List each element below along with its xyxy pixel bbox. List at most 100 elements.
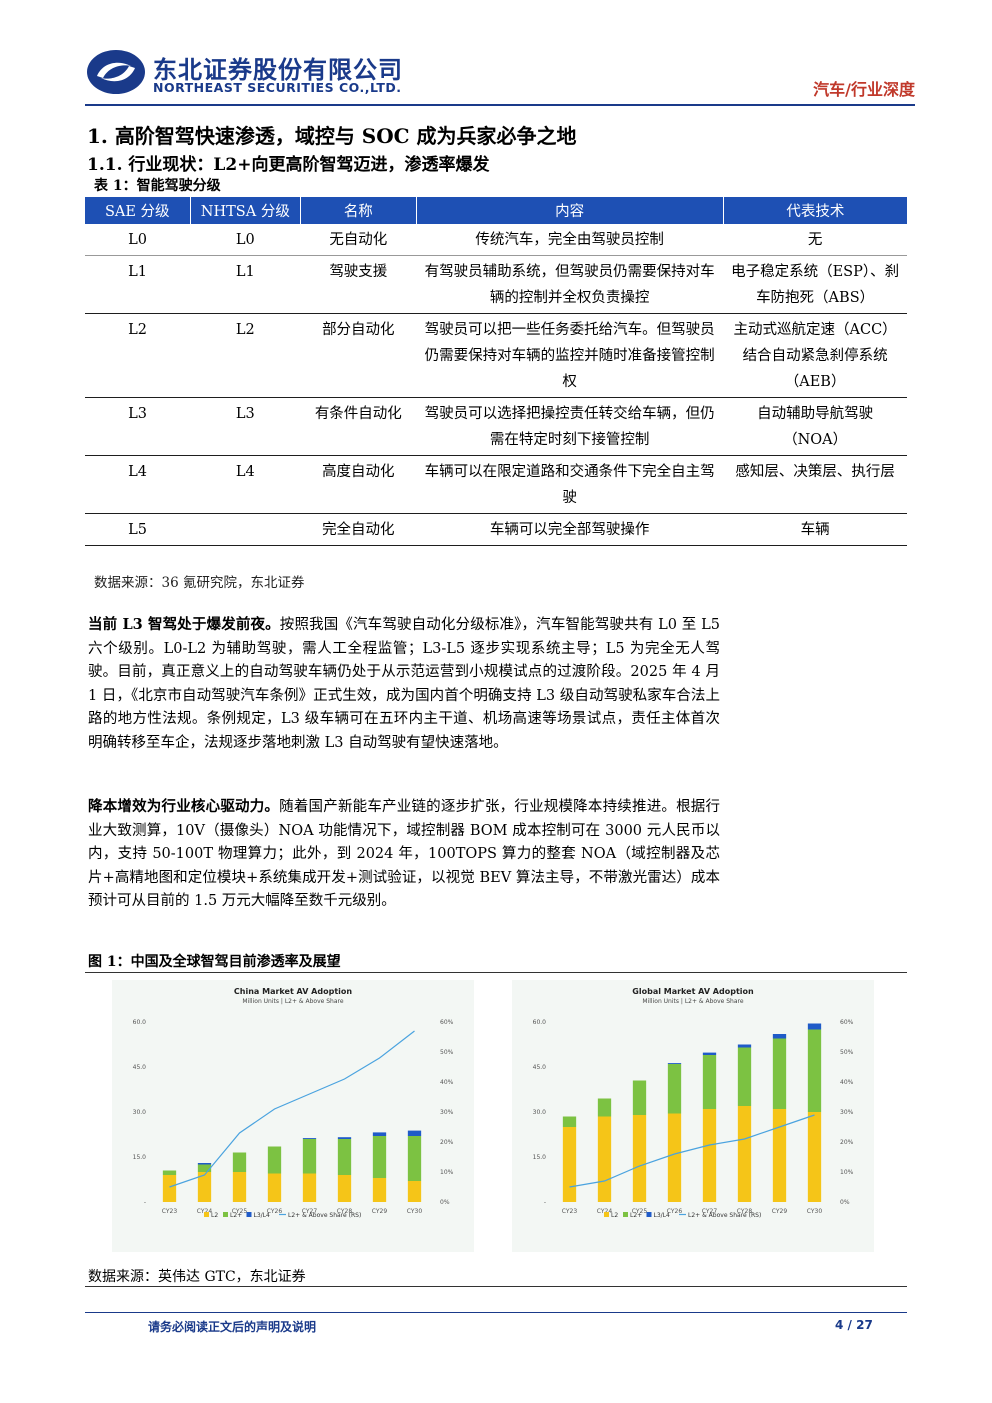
page-number: 4 / 27 <box>835 1318 873 1332</box>
table-cell: 完全自动化 <box>300 513 417 546</box>
bar-segment-l3l4 <box>702 1052 717 1055</box>
x-tick-label: CY28 <box>737 1208 753 1215</box>
table-cell: 车辆可以完全部驾驶操作 <box>416 513 724 546</box>
share-line <box>169 1030 415 1188</box>
y-tick-label: 15.0 <box>533 1154 547 1161</box>
page-header: 东北证券股份有限公司 NORTHEAST SECURITIES CO.,LTD.… <box>85 42 915 102</box>
bar-segment-l2 <box>162 1175 177 1202</box>
legend-label: L3/L4 <box>254 1212 271 1219</box>
bar-segment-l2 <box>302 1173 317 1202</box>
table-cell: L0 <box>190 224 301 256</box>
bar-segment-l2 <box>407 1136 422 1181</box>
table-cell: L4 <box>190 455 301 514</box>
china-av-adoption-chart: China Market AV Adoption Million Units | … <box>112 980 474 1252</box>
table-header-cell: NHTSA 分级 <box>190 197 302 224</box>
table-cell: L4 <box>85 455 190 514</box>
figure-source-divider <box>85 1286 907 1287</box>
legend-label: L2+ & Above Share (RS) <box>288 1212 361 1219</box>
x-tick-label: CY23 <box>562 1208 578 1215</box>
table-cell: L5 <box>85 513 190 546</box>
table-cell: 有条件自动化 <box>300 397 417 456</box>
x-tick-label: CY27 <box>702 1208 718 1215</box>
table-row: L2 L2 部分自动化 驾驶员可以把一些任务委托给汽车。但驾驶员仍需要保持对车辆… <box>85 313 907 398</box>
bar-segment-l2 <box>632 1115 647 1202</box>
table-cell: L2 <box>190 313 301 398</box>
x-tick-label: CY27 <box>302 1208 318 1215</box>
x-tick-label: CY23 <box>162 1208 178 1215</box>
legend-label: L2 <box>211 1212 218 1219</box>
bar-segment-l2 <box>232 1172 247 1202</box>
figure-caption-divider <box>85 972 907 973</box>
chart-title: China Market AV Adoption <box>234 987 352 996</box>
bar-segment-l2 <box>667 1064 682 1114</box>
bar-segment-l2 <box>232 1152 247 1172</box>
table-cell: 驾驶员可以选择把操控责任转交给车辆，但仍需在特定时刻下接管控制 <box>416 397 724 456</box>
x-tick-label: CY30 <box>807 1208 823 1215</box>
table-cell: 车辆 <box>723 513 907 546</box>
y-tick-label: 15.0 <box>133 1154 147 1161</box>
legend-label: L2+ & Above Share (RS) <box>688 1212 761 1219</box>
x-tick-label: CY29 <box>772 1208 788 1215</box>
bar-segment-l2 <box>772 1109 787 1202</box>
company-logo-icon <box>87 50 145 94</box>
y-tick-label: 30.0 <box>133 1109 147 1116</box>
y2-tick-label: 40% <box>840 1079 854 1086</box>
bar-segment-l2 <box>702 1055 717 1109</box>
chart-svg: Global Market AV Adoption Million Units |… <box>533 987 854 1219</box>
bar-segment-l2 <box>302 1139 317 1174</box>
y2-tick-label: 60% <box>440 1019 454 1026</box>
chart-svg: China Market AV Adoption Million Units | … <box>133 987 454 1219</box>
bar-segment-l2 <box>162 1170 177 1175</box>
bar-segment-l2 <box>667 1113 682 1202</box>
chart-subtitle: Million Units | L2+ & Above Share <box>242 998 343 1005</box>
bar-segment-l2 <box>597 1116 612 1202</box>
table-header-row: SAE 分级 NHTSA 分级 名称 内容 代表技术 <box>85 197 907 224</box>
bar-segment-l2 <box>267 1146 282 1174</box>
figure-caption: 图 1：中国及全球智驾目前渗透率及展望 <box>88 954 341 970</box>
bar-segment-l2 <box>702 1109 717 1202</box>
table-cell: 驾驶员可以把一些任务委托给汽车。但驾驶员仍需要保持对车辆的监控并随时准备接管控制… <box>416 313 724 398</box>
legend-label: L3/L4 <box>654 1212 671 1219</box>
x-tick-label: CY26 <box>267 1208 283 1215</box>
y2-tick-label: 40% <box>440 1079 454 1086</box>
bar-segment-l3l4 <box>372 1132 387 1136</box>
y-tick-label: 60.0 <box>533 1019 547 1026</box>
x-tick-label: CY30 <box>407 1208 423 1215</box>
table-cell: L2 <box>85 313 190 398</box>
y-tick-label: - <box>544 1199 546 1206</box>
bar-segment-l2 <box>372 1178 387 1202</box>
table-row: L5 完全自动化 车辆可以完全部驾驶操作 车辆 <box>85 513 907 546</box>
table-cell: 无 <box>723 224 907 256</box>
bar-segment-l3l4 <box>302 1138 317 1139</box>
table-header-cell: 名称 <box>300 197 417 224</box>
share-line <box>569 1114 815 1188</box>
bar-segment-l2 <box>197 1164 212 1172</box>
paragraph-text: 随着国产新能车产业链的逐步扩张，行业规模降本持续推进。根据行业大致测算，10V（… <box>88 799 721 909</box>
x-tick-label: CY24 <box>197 1208 213 1215</box>
driving-levels-table: SAE 分级 NHTSA 分级 名称 内容 代表技术 L0 L0 无自动化 传统… <box>85 197 907 546</box>
y2-tick-label: 60% <box>840 1019 854 1026</box>
bar-segment-l2 <box>337 1175 352 1202</box>
bar-segment-l2 <box>632 1080 647 1115</box>
table-header-cell: 内容 <box>416 197 724 224</box>
bar-segment-l2 <box>407 1181 422 1202</box>
bar-segment-l2 <box>597 1098 612 1117</box>
table-row: L1 L1 驾驶支援 有驾驶员辅助系统，但驾驶员仍需要保持对车辆的控制并全权负责… <box>85 255 907 314</box>
section-heading: 1. 高阶智驾快速渗透，域控与 SOC 成为兵家必争之地 <box>87 124 577 148</box>
table-caption: 表 1：智能驾驶分级 <box>94 178 221 194</box>
table-cell: 主动式巡航定速（ACC）结合自动紧急刹停系统（AEB） <box>723 313 907 398</box>
y2-tick-label: 30% <box>440 1109 454 1116</box>
table-cell: 驾驶支援 <box>300 255 417 314</box>
subsection-heading: 1.1. 行业现状：L2+向更高阶智驾迈进，渗透率爆发 <box>87 155 490 175</box>
table-cell: 车辆可以在限定道路和交通条件下完全自主驾驶 <box>416 455 724 514</box>
bar-segment-l3l4 <box>772 1034 787 1039</box>
bar-segment-l2 <box>807 1112 822 1202</box>
legend-swatch <box>646 1212 652 1217</box>
footer-divider <box>85 1312 907 1313</box>
legend-label: L2+ <box>230 1212 242 1219</box>
company-name-cn: 东北证券股份有限公司 <box>153 56 403 84</box>
paragraph: 降本增效为行业核心驱动力。随着国产新能车产业链的逐步扩张，行业规模降本持续推进。… <box>88 795 720 914</box>
y2-tick-label: 0% <box>440 1199 450 1206</box>
global-av-adoption-chart: Global Market AV Adoption Million Units |… <box>512 980 874 1252</box>
paragraph-text: 按照我国《汽车驾驶自动化分级标准》，汽车智能驾驶共有 L0 至 L5 六个级别。… <box>88 617 720 751</box>
